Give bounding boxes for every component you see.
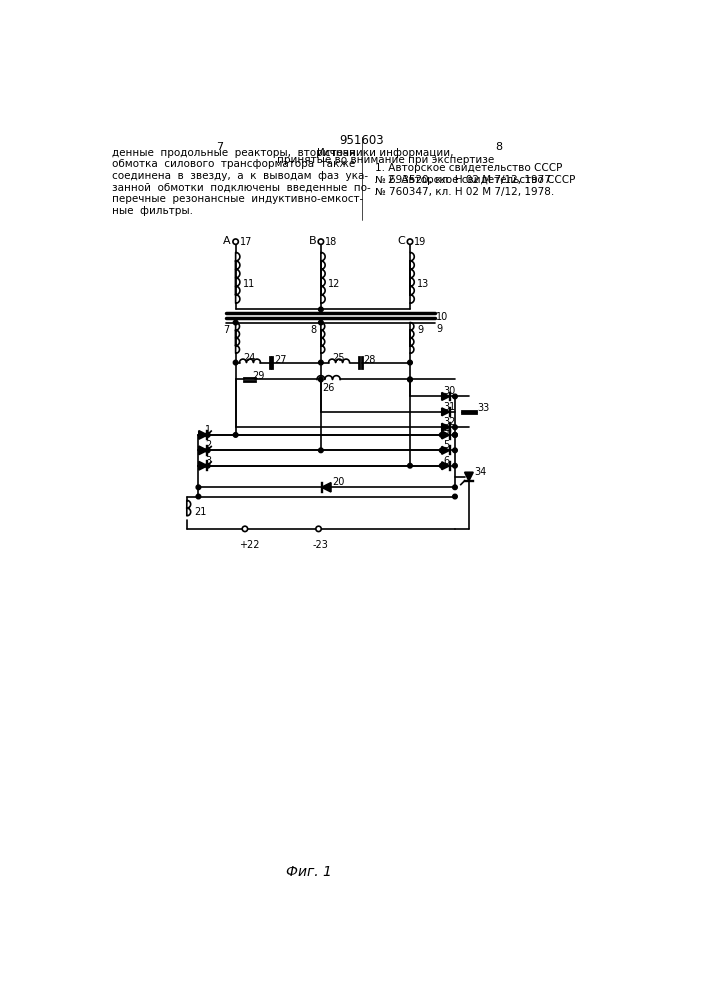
- Text: 4: 4: [443, 425, 450, 435]
- Circle shape: [206, 463, 210, 468]
- Text: 3: 3: [206, 456, 211, 466]
- Text: B: B: [308, 236, 316, 246]
- Text: 8: 8: [310, 325, 316, 335]
- Text: 9: 9: [436, 324, 443, 334]
- Polygon shape: [442, 446, 450, 454]
- Text: 20: 20: [332, 477, 345, 487]
- Polygon shape: [442, 408, 450, 416]
- Circle shape: [233, 360, 238, 365]
- Text: Источники информации,: Источники информации,: [317, 148, 453, 158]
- Text: 29: 29: [252, 371, 265, 381]
- Circle shape: [440, 433, 444, 437]
- Circle shape: [233, 320, 238, 325]
- Text: 32: 32: [443, 417, 456, 427]
- Text: 2. Авторское свидетельство СССР
№ 760347, кл. Н 02 М 7/12, 1978.: 2. Авторское свидетельство СССР № 760347…: [375, 175, 575, 197]
- Circle shape: [196, 485, 201, 490]
- Text: -23: -23: [312, 540, 328, 550]
- Text: A: A: [223, 236, 231, 246]
- Text: денные  продольные  реакторы,  вторичная
обмотка  силового  трансформатора  такж: денные продольные реакторы, вторичная об…: [112, 148, 370, 216]
- Text: 18: 18: [325, 237, 337, 247]
- Circle shape: [408, 360, 412, 365]
- Circle shape: [452, 433, 457, 437]
- Circle shape: [452, 494, 457, 499]
- Circle shape: [318, 239, 324, 244]
- Text: 11: 11: [243, 279, 255, 289]
- Circle shape: [319, 377, 323, 382]
- Circle shape: [319, 360, 323, 365]
- Circle shape: [243, 526, 247, 532]
- Text: 30: 30: [443, 386, 455, 396]
- Polygon shape: [442, 423, 450, 431]
- Text: +22: +22: [239, 540, 259, 550]
- Circle shape: [408, 377, 412, 382]
- Text: 24: 24: [243, 353, 256, 363]
- Polygon shape: [464, 472, 473, 481]
- Text: 9: 9: [417, 325, 423, 335]
- Polygon shape: [199, 461, 207, 470]
- Text: 25: 25: [332, 353, 345, 363]
- Text: 5: 5: [443, 440, 450, 450]
- Text: 31: 31: [443, 402, 455, 412]
- Text: Фиг. 1: Фиг. 1: [286, 865, 332, 879]
- Text: 13: 13: [417, 279, 429, 289]
- Circle shape: [408, 377, 412, 382]
- Polygon shape: [442, 462, 450, 470]
- Text: 8: 8: [496, 142, 503, 152]
- Circle shape: [452, 463, 457, 468]
- Polygon shape: [442, 431, 450, 439]
- Circle shape: [452, 433, 457, 437]
- Text: 7: 7: [216, 142, 223, 152]
- Text: 951603: 951603: [339, 134, 385, 147]
- Text: 17: 17: [240, 237, 252, 247]
- Circle shape: [440, 463, 444, 468]
- Circle shape: [408, 463, 412, 468]
- Circle shape: [319, 307, 323, 312]
- Circle shape: [233, 239, 238, 244]
- Text: 34: 34: [474, 467, 486, 477]
- Text: 1: 1: [206, 425, 211, 435]
- Circle shape: [319, 320, 323, 325]
- Polygon shape: [199, 431, 207, 439]
- Text: 27: 27: [274, 355, 287, 365]
- Circle shape: [452, 394, 457, 399]
- Circle shape: [440, 448, 444, 453]
- Circle shape: [206, 448, 210, 453]
- Text: принятые во внимание при экспертизе: принятые во внимание при экспертизе: [276, 155, 493, 165]
- Circle shape: [319, 448, 323, 453]
- Text: 21: 21: [194, 507, 207, 517]
- Circle shape: [452, 425, 457, 430]
- Polygon shape: [322, 483, 331, 492]
- Text: 2: 2: [206, 440, 211, 450]
- Text: 19: 19: [414, 237, 426, 247]
- Text: 12: 12: [328, 279, 340, 289]
- Text: C: C: [397, 236, 405, 246]
- Circle shape: [407, 239, 413, 244]
- Text: 7: 7: [223, 325, 230, 335]
- Circle shape: [233, 433, 238, 437]
- Circle shape: [316, 526, 321, 532]
- Polygon shape: [199, 446, 207, 455]
- Text: 28: 28: [363, 355, 376, 365]
- Circle shape: [452, 448, 457, 453]
- Text: 1. Авторское свидетельство СССР
№ 693520, кл. Н 02 М 7/12, 1977.: 1. Авторское свидетельство СССР № 693520…: [375, 163, 563, 185]
- Circle shape: [206, 433, 210, 437]
- Text: 10: 10: [436, 312, 449, 322]
- Polygon shape: [442, 393, 450, 400]
- Text: 6: 6: [443, 456, 450, 466]
- Circle shape: [452, 485, 457, 490]
- Text: 33: 33: [477, 403, 490, 413]
- Circle shape: [196, 494, 201, 499]
- Text: 26: 26: [322, 383, 335, 393]
